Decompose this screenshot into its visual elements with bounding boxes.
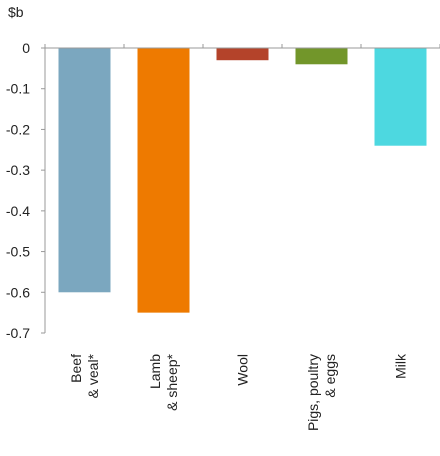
bar: [374, 48, 427, 146]
x-axis-labels: Beef & veal* Lamb & sheep* Wool Pigs, poultry…: [68, 353, 409, 431]
bars: [58, 48, 427, 313]
x-category-label-line: & sheep*: [164, 353, 180, 410]
x-category-label: Milk: [393, 353, 409, 379]
bar: [137, 48, 190, 313]
y-tick-label: -0.5: [6, 244, 30, 260]
x-axis: [44, 44, 440, 49]
y-tick-label: 0: [22, 40, 30, 56]
x-category-label-line: Lamb: [147, 354, 163, 389]
y-tick-label: -0.6: [6, 284, 30, 300]
y-tick-label: -0.4: [6, 203, 30, 219]
x-category-label-line: Beef: [68, 354, 84, 383]
bar: [216, 48, 269, 61]
bar: [58, 48, 111, 293]
x-category-label-line: & eggs: [322, 354, 338, 398]
y-tick-label: -0.2: [6, 121, 30, 137]
x-category-label: Wool: [235, 354, 251, 386]
y-tick-label: -0.3: [6, 162, 30, 178]
x-category-label: Beef & veal*: [68, 353, 101, 398]
x-category-label-line: Milk: [393, 353, 409, 379]
x-category-label: Lamb & sheep*: [147, 353, 180, 410]
x-category-label: Pigs, poultry & eggs: [305, 354, 338, 431]
y-axis-unit-label: $b: [8, 4, 24, 20]
x-category-label-line: Pigs, poultry: [305, 354, 321, 431]
x-category-label-line: Wool: [235, 354, 251, 386]
y-tick-label: -0.1: [6, 81, 30, 97]
bar: [295, 48, 348, 65]
y-tick-label: -0.7: [6, 325, 30, 341]
y-axis: 0 -0.1 -0.2 -0.3 -0.4 -0.5 -0.6 -0.7: [6, 40, 46, 341]
x-category-label-line: & veal*: [85, 353, 101, 398]
